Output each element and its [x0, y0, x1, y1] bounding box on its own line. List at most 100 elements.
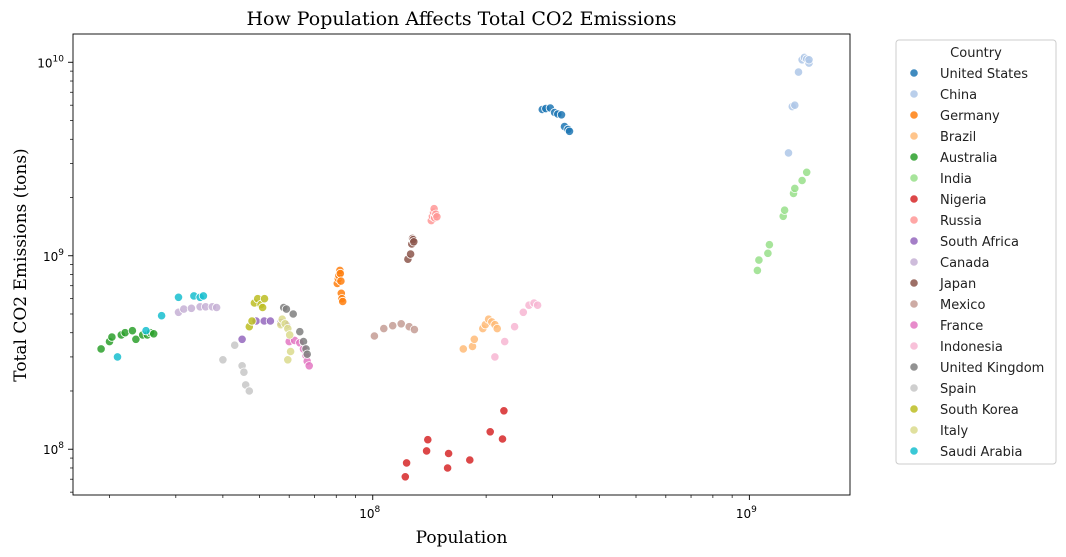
legend-label-france: France	[940, 319, 983, 334]
legend-label-brazil: Brazil	[940, 130, 976, 145]
series-united-states	[537, 103, 575, 136]
data-point-australia	[149, 329, 159, 339]
data-point-south-korea	[259, 294, 270, 304]
data-point-south-africa	[265, 316, 275, 326]
data-point-saudi-arabia	[198, 291, 208, 301]
legend-marker-australia	[909, 152, 919, 162]
series-brazil	[458, 314, 502, 354]
data-point-france	[304, 361, 314, 371]
data-point-saudi-arabia	[141, 326, 151, 336]
data-point-canada	[212, 302, 222, 313]
legend-label-china: China	[940, 88, 977, 103]
data-point-australia	[127, 326, 137, 336]
data-point-spain	[239, 367, 249, 377]
data-point-germany	[335, 268, 345, 279]
series-canada	[173, 302, 222, 317]
legend: Country United States China Germany Brazil A…	[895, 39, 1057, 465]
data-point-nigeria	[442, 463, 453, 473]
data-point-indonesia	[490, 352, 500, 362]
series-spain	[218, 340, 254, 396]
data-point-united-kingdom	[281, 304, 291, 314]
legend-marker-indonesia	[909, 341, 919, 351]
legend-label-nigeria: Nigeria	[940, 193, 987, 208]
data-point-nigeria	[423, 435, 433, 445]
data-point-mexico	[369, 331, 379, 341]
series-japan	[403, 233, 419, 264]
legend-label-japan: Japan	[939, 277, 976, 292]
data-point-nigeria	[421, 446, 432, 456]
data-point-united-states	[564, 126, 575, 136]
y-tick-label: 1010	[37, 54, 64, 70]
data-point-mexico	[379, 323, 389, 334]
data-point-china	[790, 100, 800, 110]
data-point-saudi-arabia	[112, 352, 123, 362]
data-point-saudi-arabia	[157, 311, 167, 321]
data-point-south-korea	[247, 316, 257, 326]
x-tick-label: 108	[359, 505, 380, 521]
data-point-indonesia	[509, 322, 520, 332]
data-point-nigeria	[485, 427, 495, 437]
x-tick-label: 109	[736, 505, 757, 521]
data-point-italy	[283, 355, 293, 365]
legend-label-canada: Canada	[940, 256, 989, 271]
data-point-united-kingdom	[302, 349, 312, 359]
data-point-australia	[107, 332, 117, 342]
legend-marker-south-korea	[909, 404, 919, 414]
data-point-italy	[285, 346, 296, 357]
legend-marker-brazil	[909, 131, 919, 141]
legend-marker-russia	[909, 215, 919, 225]
series-russia	[426, 204, 442, 226]
data-point-saudi-arabia	[173, 292, 184, 302]
data-point-india	[797, 175, 807, 186]
series-united-kingdom	[279, 302, 312, 359]
data-point-japan	[409, 237, 419, 247]
legend-marker-saudi-arabia	[909, 446, 919, 456]
data-point-italy	[285, 330, 295, 340]
legend-label-saudi-arabia: Saudi Arabia	[940, 445, 1023, 460]
plot-area: 108 109 108 109 1010	[37, 33, 851, 521]
legend-marker-united-kingdom	[909, 362, 919, 372]
data-point-india	[752, 265, 763, 275]
data-point-south-korea	[257, 302, 268, 313]
series-saudi-arabia	[112, 291, 208, 362]
y-tick-label: 109	[43, 248, 64, 264]
data-point-mexico	[396, 319, 406, 329]
legend-label-germany: Germany	[940, 109, 1000, 124]
data-point-germany	[338, 296, 348, 307]
legend-label-south-korea: South Korea	[940, 403, 1019, 418]
legend-marker-india	[909, 173, 919, 183]
data-point-india	[779, 205, 790, 215]
legend-marker-united-states	[909, 68, 919, 78]
data-point-india	[790, 183, 800, 193]
legend-marker-south-africa	[909, 236, 919, 246]
chart-title: How Population Affects Total CO2 Emissio…	[246, 8, 676, 30]
data-point-nigeria	[465, 455, 475, 465]
legend-marker-italy	[909, 425, 919, 435]
legend-label-mexico: Mexico	[940, 298, 985, 313]
data-point-china	[793, 67, 804, 77]
series-china	[783, 52, 814, 158]
legend-label-united-kingdom: United Kingdom	[940, 361, 1044, 376]
data-point-indonesia	[518, 307, 528, 317]
series-south-korea	[244, 294, 270, 332]
legend-frame	[895, 39, 1057, 465]
legend-marker-japan	[909, 278, 919, 288]
data-point-spain	[230, 340, 240, 350]
series-mexico	[369, 319, 419, 341]
legend-marker-germany	[909, 110, 919, 120]
data-point-indonesia	[532, 300, 543, 310]
legend-label-south-africa: South Africa	[940, 235, 1019, 250]
data-point-russia	[432, 212, 442, 222]
data-point-spain	[218, 355, 228, 365]
series-italy	[276, 314, 296, 365]
legend-label-india: India	[940, 172, 972, 187]
legend-marker-spain	[909, 383, 919, 393]
data-point-nigeria	[443, 448, 454, 459]
y-axis-label: Total CO2 Emissions (tons)	[11, 148, 31, 381]
legend-marker-france	[909, 320, 919, 330]
legend-label-italy: Italy	[940, 424, 969, 439]
data-point-nigeria	[499, 406, 509, 416]
data-point-china	[783, 148, 794, 158]
data-point-spain	[244, 386, 254, 396]
